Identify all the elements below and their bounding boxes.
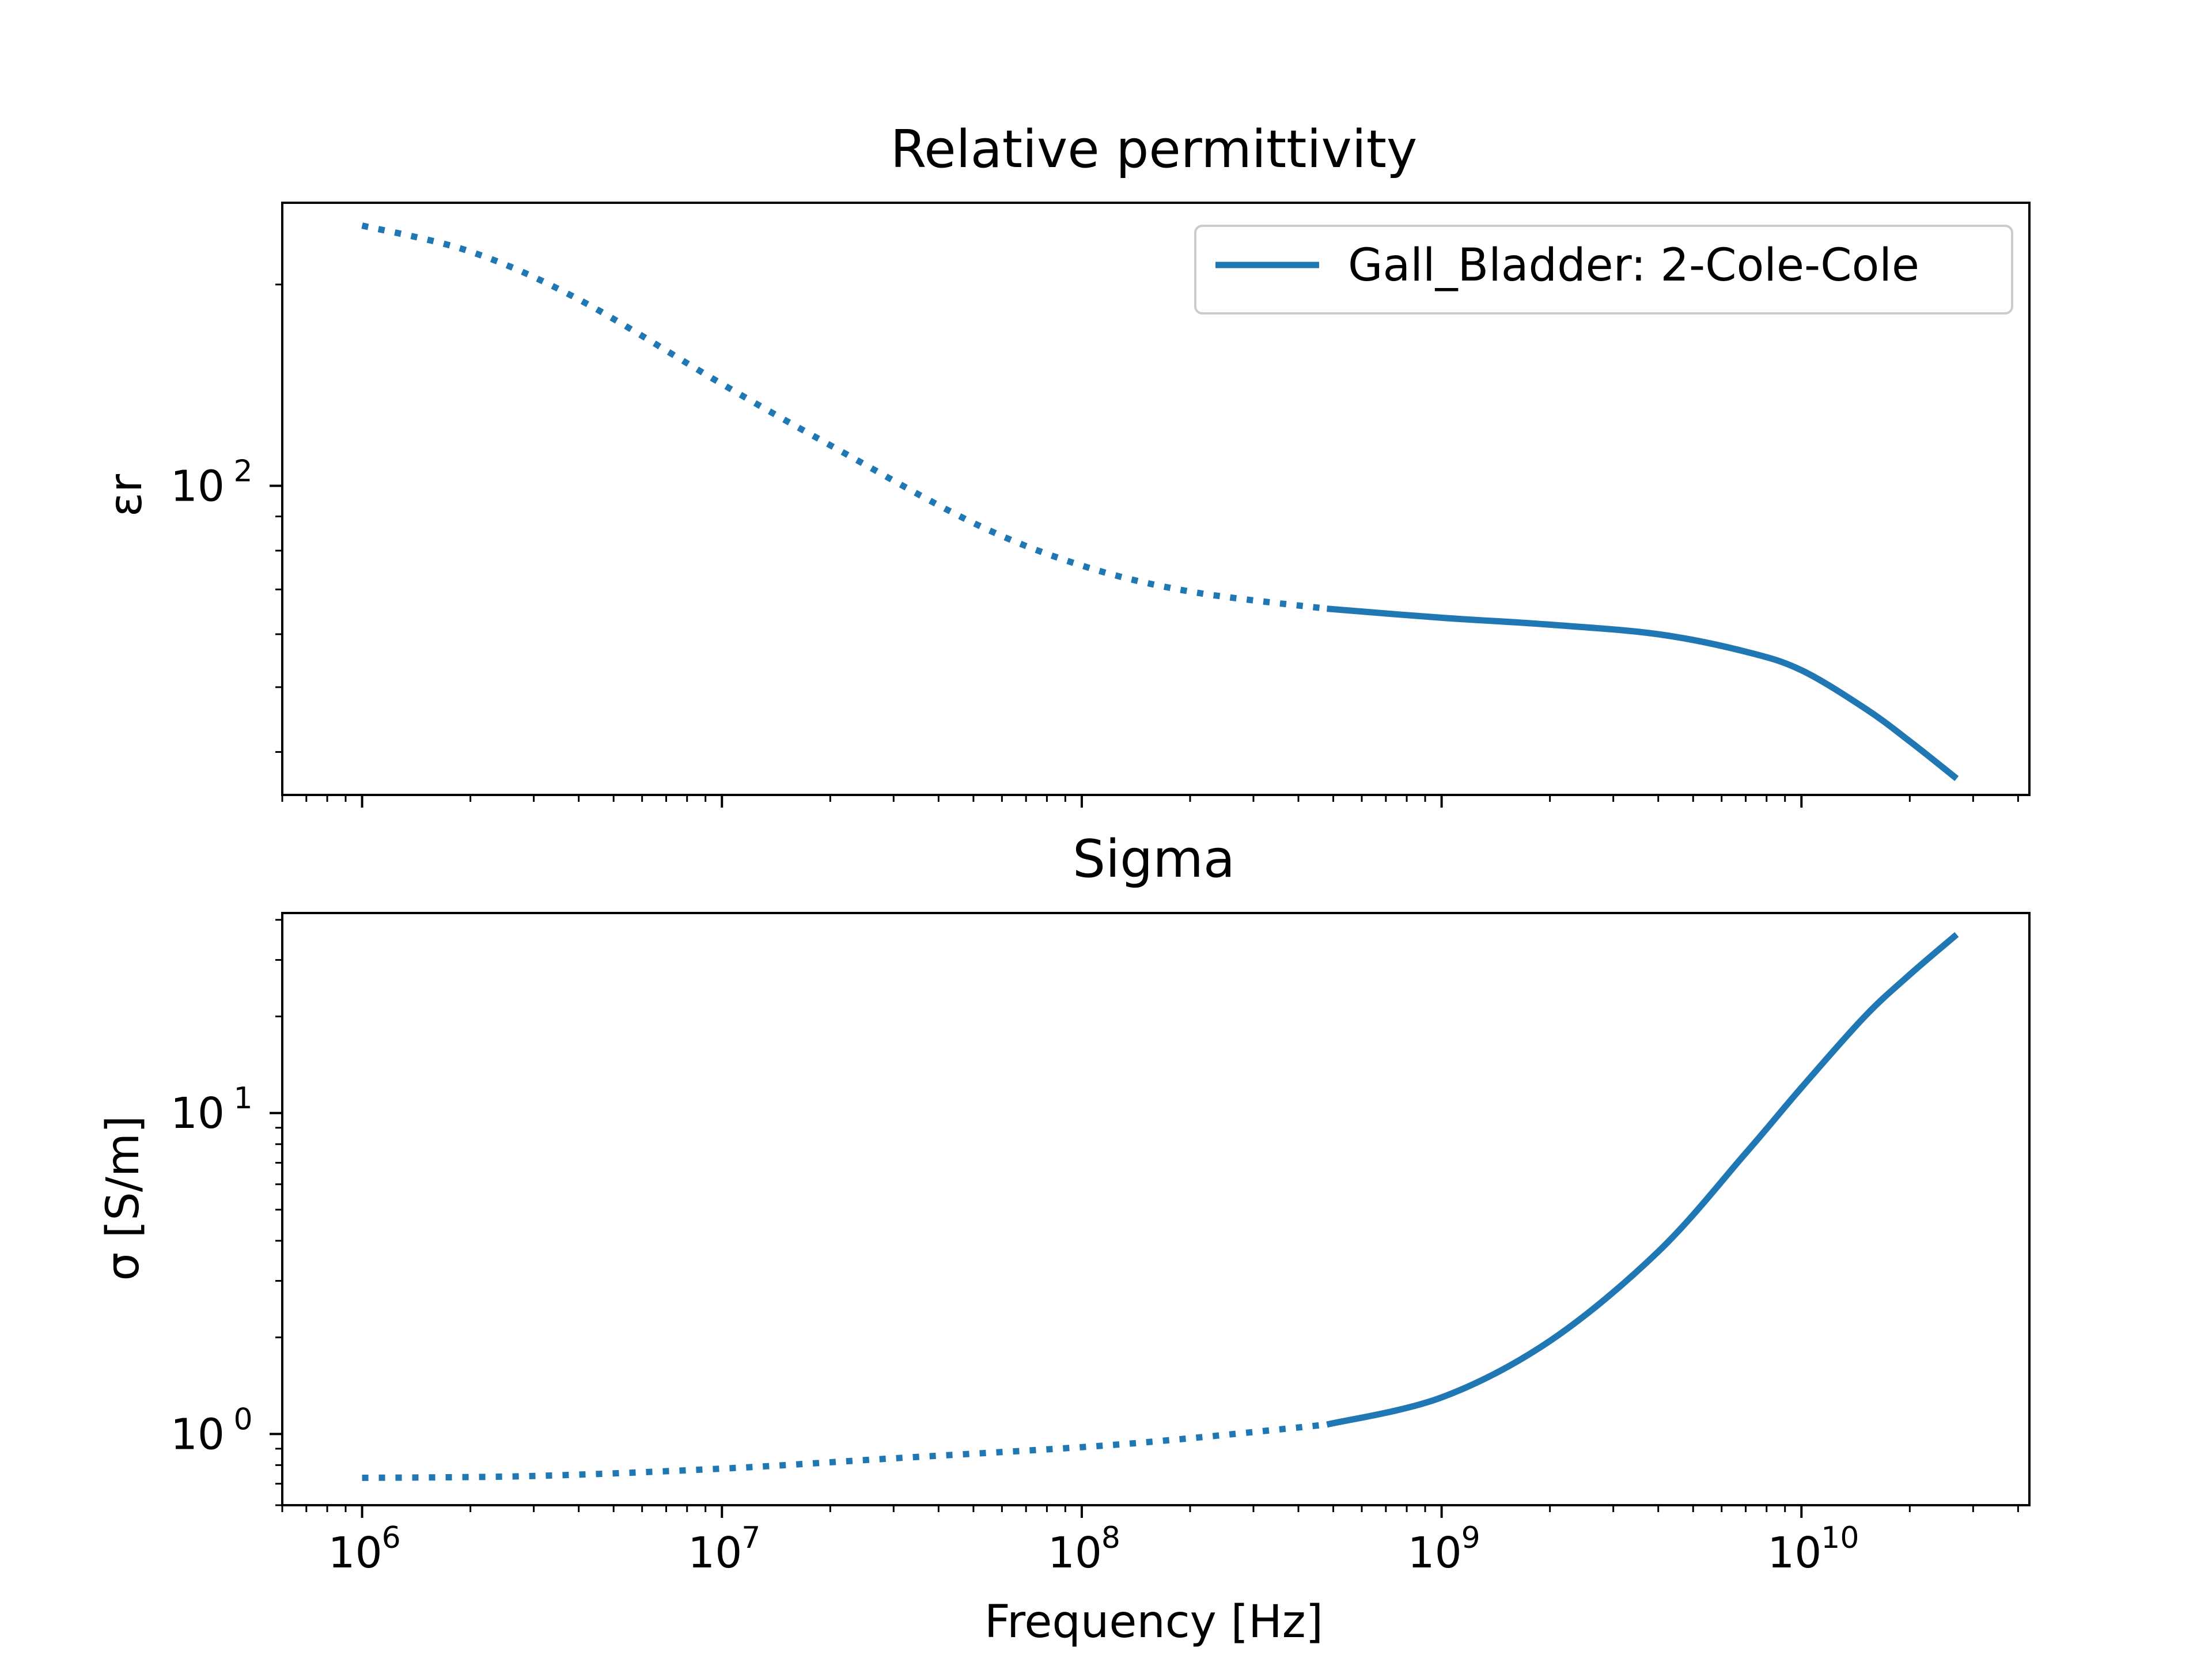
legend-label: Gall_Bladder: 2-Cole-Cole [1348,240,1919,291]
permittivity-panel: Relative permittivity εr 10 2 Gall_Bladder… [100,119,2031,808]
x-tick-label: 10 [1767,1528,1821,1578]
legend: Gall_Bladder: 2-Cole-Cole [1194,225,2013,315]
x-tick-exponent: 10 [1821,1521,1859,1555]
series-line-solid [1327,605,1959,781]
frequency-xlabel: Frequency [Hz] [984,1596,1323,1648]
y-tick-exponent: 1 [233,1081,252,1116]
x-tick-label: 10 [688,1528,742,1578]
permittivity-title: Relative permittivity [891,119,1418,180]
x-tick-exponent: 8 [1101,1521,1120,1555]
sigma-ylabel: σ [S/m] [97,1116,149,1281]
plot-frame [281,912,2031,1506]
series-line-dotted [362,1421,1328,1481]
sigma-title: Sigma [1073,829,1235,889]
plot-frame [281,202,2031,796]
x-tick-exponent: 6 [382,1521,401,1555]
x-tick-label: 10 [328,1528,382,1578]
x-tick-exponent: 7 [741,1521,760,1555]
x-tick-exponent: 9 [1461,1521,1480,1555]
x-tick-label: 10 [1408,1528,1462,1578]
legend-box [1194,225,2013,315]
permittivity-ylabel: εr [100,474,152,517]
y-tick-exponent: 0 [233,1402,252,1437]
y-tick-label: 10 [171,1089,225,1138]
series-line-solid [1326,932,1959,1428]
series-line-dotted [361,222,1328,612]
y-tick-label: 10 [171,461,225,511]
x-tick-label: 10 [1048,1528,1102,1578]
y-tick-label: 10 [171,1410,225,1459]
y-tick-exponent: 2 [233,454,252,488]
